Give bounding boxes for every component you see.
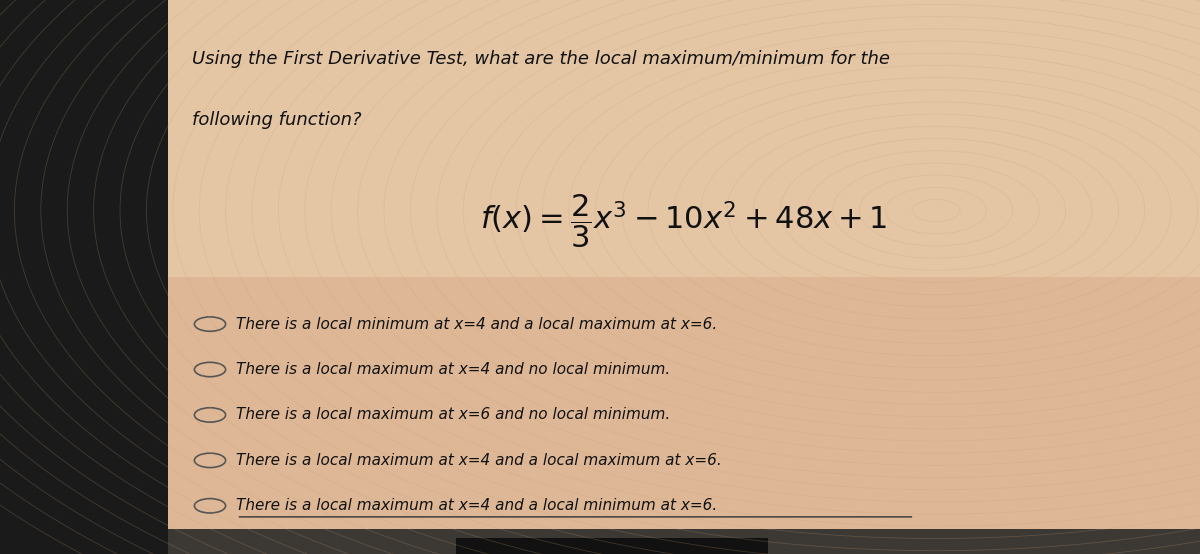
- Bar: [168, 0, 1200, 277]
- Text: There is a local minimum at x=4 and a local maximum at x=6.: There is a local minimum at x=4 and a lo…: [236, 316, 718, 332]
- Text: There is a local maximum at x=4 and a local minimum at x=6.: There is a local maximum at x=4 and a lo…: [236, 498, 718, 514]
- Bar: [168, 0, 1200, 554]
- Text: There is a local maximum at x=6 and no local minimum.: There is a local maximum at x=6 and no l…: [236, 407, 671, 423]
- Text: following function?: following function?: [192, 111, 361, 129]
- Text: $f(x) = \dfrac{2}{3}x^3 - 10x^2 + 48x + 1$: $f(x) = \dfrac{2}{3}x^3 - 10x^2 + 48x + …: [480, 193, 888, 250]
- Text: There is a local maximum at x=4 and no local minimum.: There is a local maximum at x=4 and no l…: [236, 362, 671, 377]
- Text: Using the First Derivative Test, what are the local maximum/minimum for the: Using the First Derivative Test, what ar…: [192, 50, 890, 68]
- Bar: [168, 529, 1200, 554]
- Bar: [0, 0, 168, 554]
- Text: There is a local maximum at x=4 and a local maximum at x=6.: There is a local maximum at x=4 and a lo…: [236, 453, 722, 468]
- Bar: [456, 538, 768, 554]
